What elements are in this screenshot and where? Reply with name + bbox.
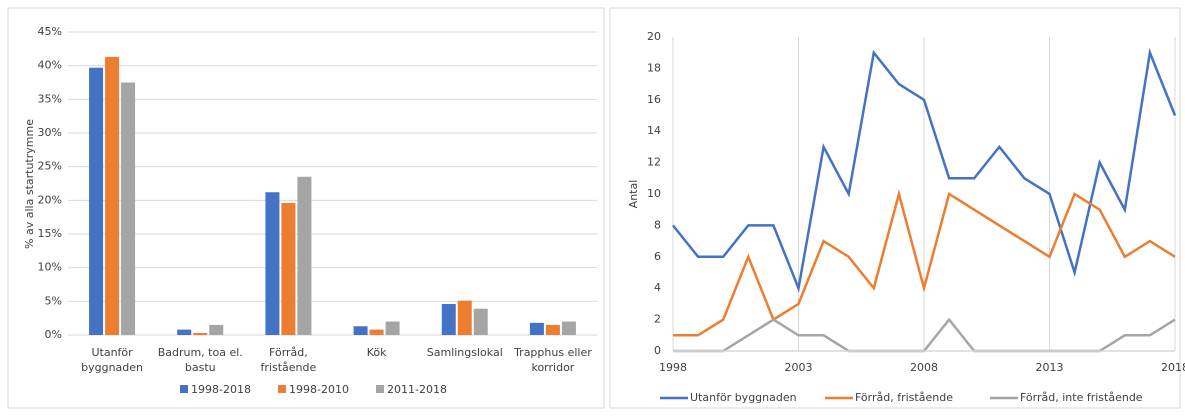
x-tick-label: 2013: [1036, 361, 1064, 374]
bar: [105, 56, 120, 336]
y-tick-label: 0: [654, 344, 661, 357]
x-tick-label: Badrum, toa el. bastu: [157, 346, 243, 374]
bar: [89, 67, 104, 335]
y-tick-label: 20: [647, 30, 661, 43]
y-tick-label: 18: [647, 61, 661, 74]
line: [673, 189, 1176, 337]
y-tick-label: 10: [647, 187, 661, 200]
y-tick-label: 40%: [38, 59, 62, 72]
bar: [297, 176, 312, 335]
legend-label: Förråd, fristående: [855, 391, 953, 404]
bar: [281, 203, 296, 335]
bar: [353, 326, 368, 335]
y-tick-label: 2: [654, 313, 661, 326]
bar: [561, 321, 576, 335]
y-tick-label: 0%: [45, 328, 62, 341]
x-tick-label: Kök: [366, 346, 387, 359]
x-tick-label: Utanför byggnaden: [81, 346, 144, 374]
y-axis-label: Antal: [627, 180, 640, 209]
legend-label: 1998-2010: [289, 383, 349, 396]
bar: [209, 324, 224, 335]
y-tick-label: 10%: [38, 261, 62, 274]
y-tick-label: 14: [647, 124, 661, 137]
bar: [193, 332, 208, 335]
legend-swatch: [278, 385, 286, 393]
y-tick-label: 15%: [38, 227, 62, 240]
y-tick-label: 30%: [38, 126, 62, 139]
x-tick-label: 2018: [1161, 361, 1185, 374]
panel: [7, 7, 605, 409]
bar: [473, 308, 488, 335]
bar: [441, 304, 456, 335]
bar: [265, 192, 280, 335]
x-tick-label: Trapphus eller korridor: [514, 346, 592, 374]
y-tick-label: 45%: [38, 25, 62, 38]
x-tick-label: 2008: [910, 361, 938, 374]
line: [672, 48, 1177, 293]
bar: [457, 300, 472, 335]
bar: [121, 82, 136, 335]
y-tick-label: 35%: [38, 92, 62, 105]
legend-swatch: [376, 385, 384, 393]
bar: [369, 329, 384, 335]
bar: [529, 322, 544, 335]
x-tick-label: Samlingslokal: [426, 346, 503, 359]
y-tick-label: 4: [654, 281, 661, 294]
legend-label: Förråd, inte fristående: [1020, 391, 1143, 404]
y-tick-label: 25%: [38, 160, 62, 173]
y-tick-label: 20%: [38, 193, 62, 206]
x-tick-label: 2003: [785, 361, 813, 374]
legend-label: Utanför byggnaden: [690, 391, 797, 404]
bar: [545, 324, 560, 335]
y-tick-label: 16: [647, 93, 661, 106]
panel: [609, 7, 1181, 409]
y-tick-label: 5%: [45, 294, 62, 307]
y-axis-label: % av alla startutrymme: [23, 119, 36, 249]
x-tick-label: 1998: [659, 361, 687, 374]
y-tick-label: 6: [654, 250, 661, 263]
bar: [385, 321, 400, 335]
legend-label: 1998-2018: [191, 383, 251, 396]
x-tick-label: Förråd, fristående: [260, 346, 317, 374]
bar: [177, 329, 192, 335]
legend-swatch: [180, 385, 188, 393]
y-tick-label: 12: [647, 156, 661, 169]
legend-label: 2011-2018: [387, 383, 447, 396]
y-tick-label: 8: [654, 218, 661, 231]
